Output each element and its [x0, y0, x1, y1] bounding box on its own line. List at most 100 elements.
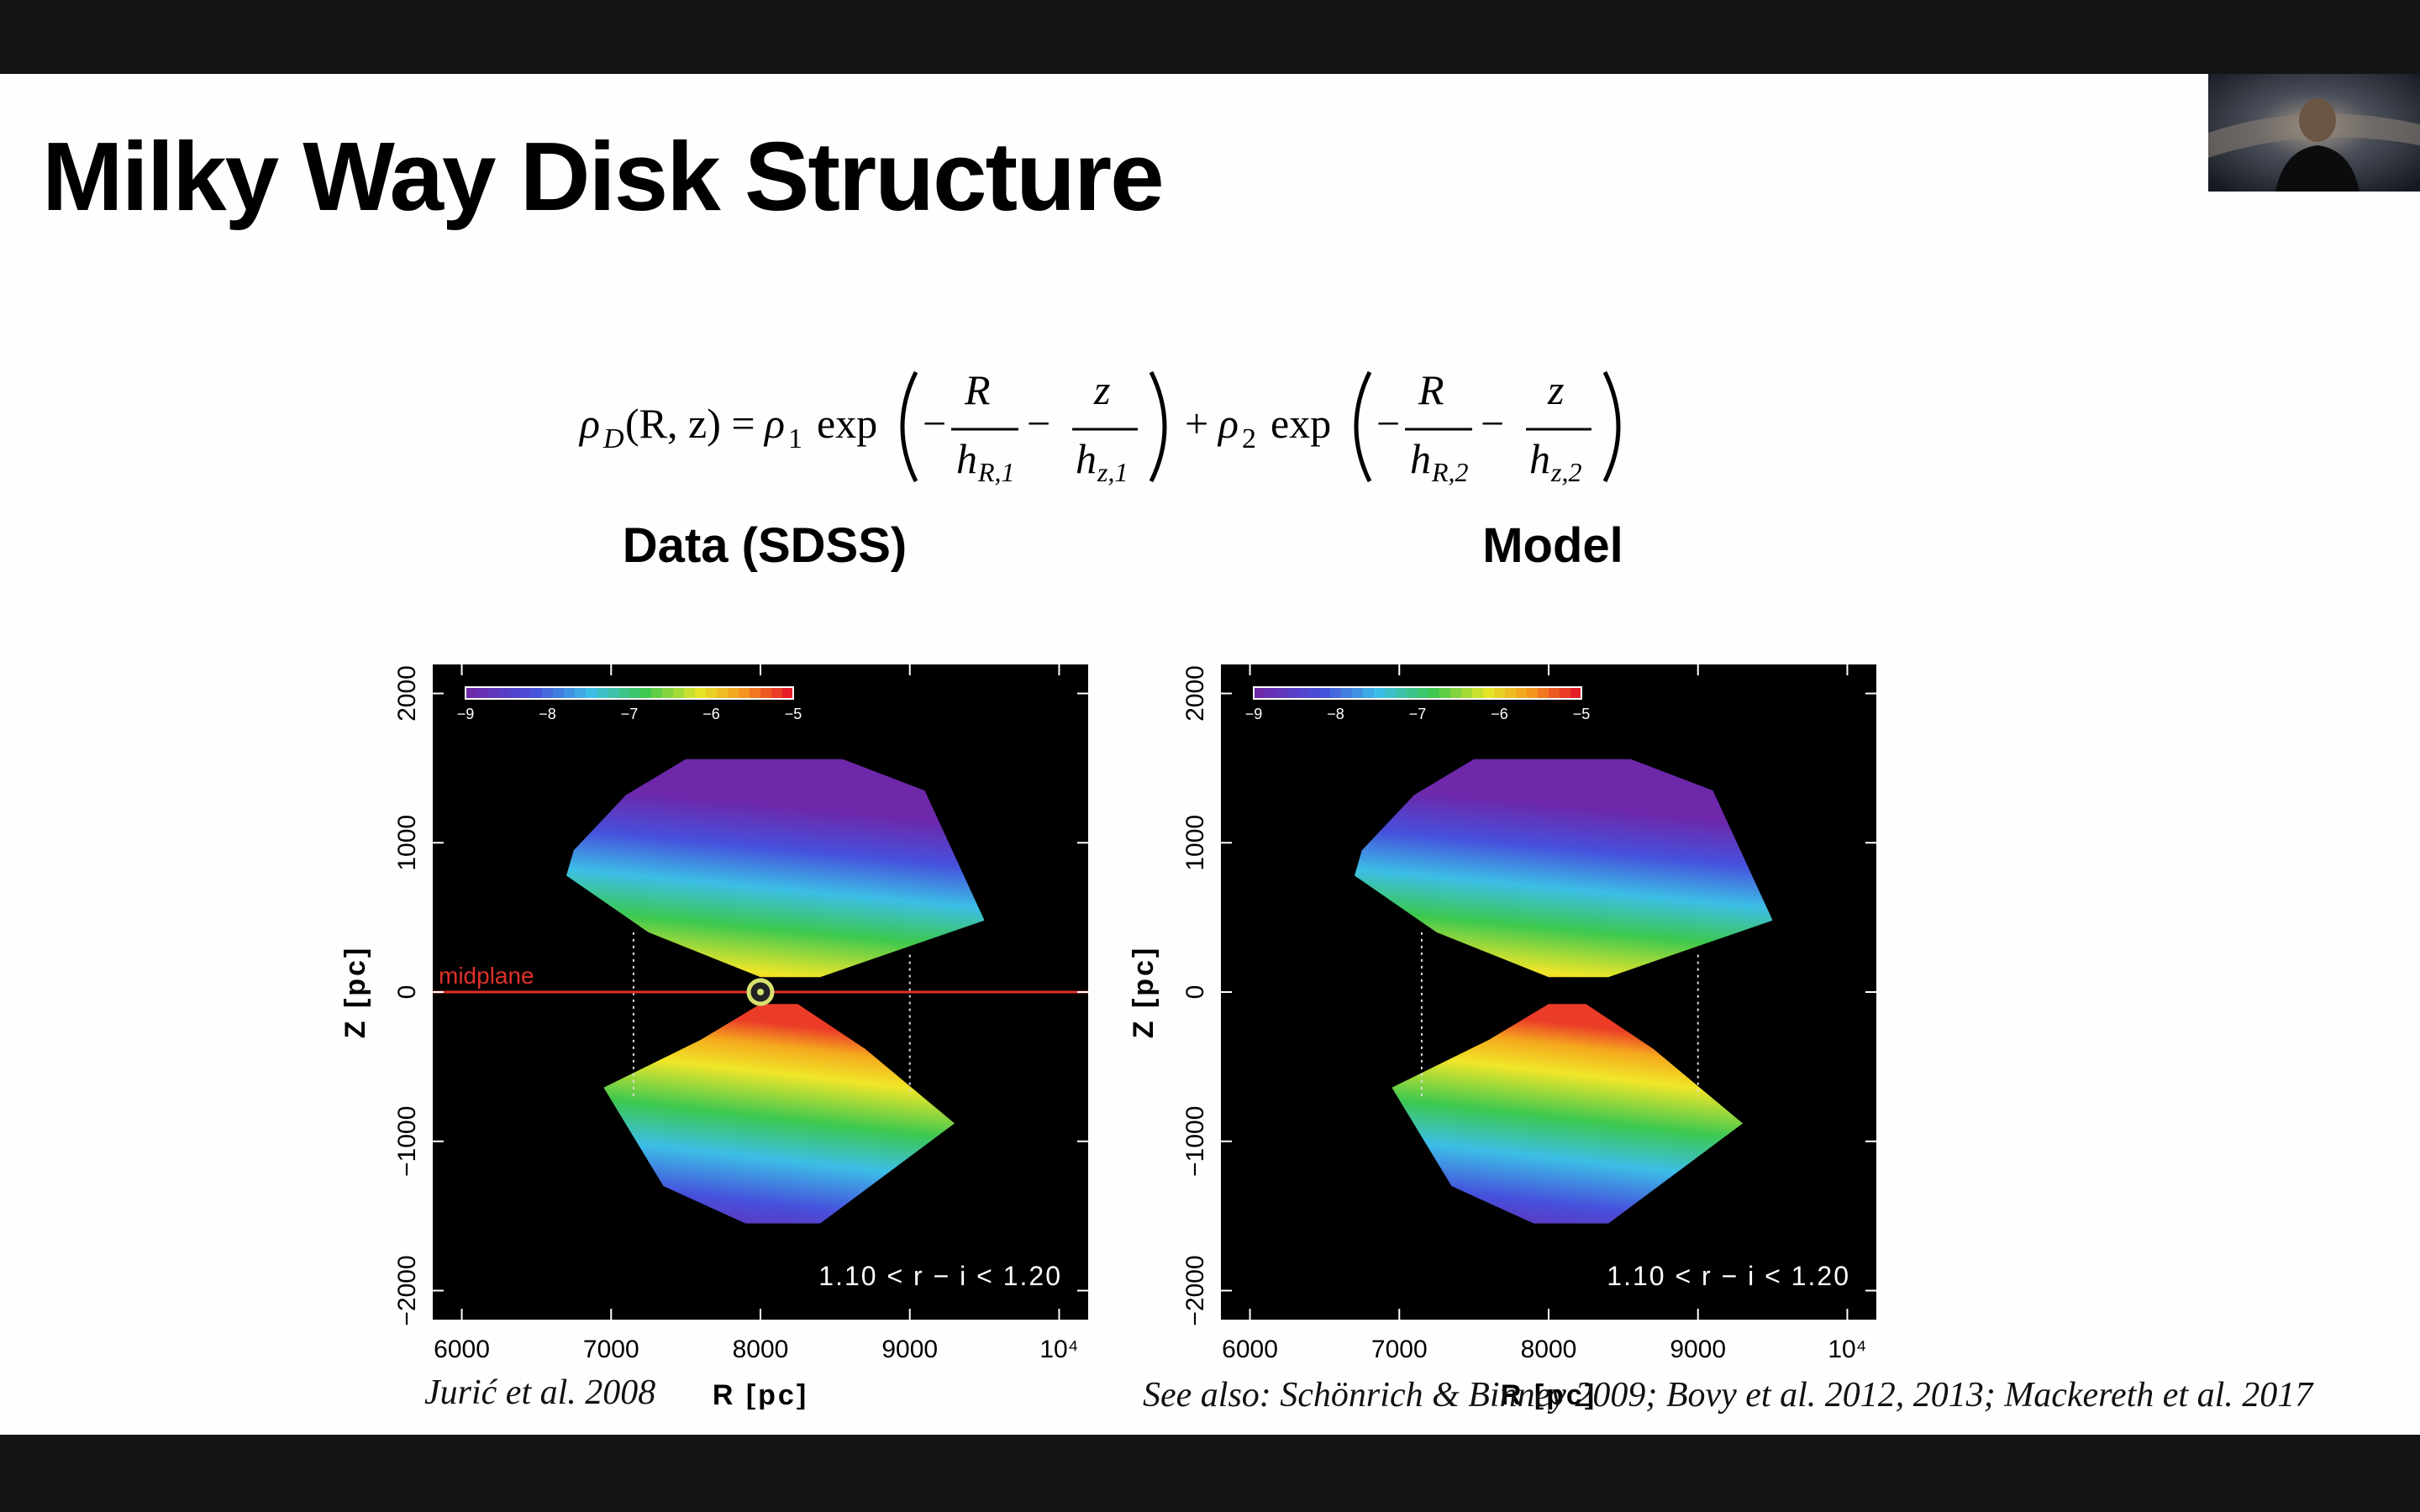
colorbar-cell	[1407, 687, 1418, 699]
eq-den-h1-sub: R,1	[977, 457, 1015, 487]
colorbar-cell	[542, 687, 554, 699]
colorbar-tick-label: −7	[1409, 706, 1427, 722]
colorbar-cell	[662, 687, 674, 699]
x-tick-label: 6000	[434, 1336, 490, 1363]
colorbar-cell	[1385, 687, 1397, 699]
colorbar-frame	[465, 686, 794, 700]
eq-exp-1: exp	[817, 400, 877, 447]
colorbar-cell	[771, 687, 783, 699]
colorbar-cell	[739, 687, 750, 699]
colorbar-cell	[1254, 687, 1265, 699]
colorbar-cell	[1265, 687, 1276, 699]
x-tick-label: 9000	[1670, 1336, 1726, 1363]
citation-left: Jurić et al. 2008	[424, 1373, 656, 1412]
colorbar-cell	[1472, 687, 1484, 699]
midplane-label: midplane	[439, 963, 534, 989]
colorbar-cell	[564, 687, 576, 699]
colorbar-tick-label: −6	[1491, 706, 1508, 722]
y-tick-label: −1000	[393, 1106, 421, 1177]
y-tick-label: 1000	[393, 815, 421, 871]
colorbar-cell	[597, 687, 608, 699]
x-tick-label: 10⁴	[1828, 1336, 1866, 1363]
eq-den-hz2: h	[1529, 435, 1550, 482]
density-equation: ρ D (R, z) = ρ 1 exp − R h R,1 − z h z,1…	[578, 366, 1621, 487]
colorbar-cell	[1538, 687, 1549, 699]
colorbar-cell	[1450, 687, 1462, 699]
colorbar-cell	[640, 687, 652, 699]
eq-lhs-args: (R, z) =	[625, 400, 755, 447]
colorbar-tick-label: −5	[785, 706, 802, 722]
colorbar-cell	[575, 687, 587, 699]
colorbar-cell	[1330, 687, 1342, 699]
colorbar-tick-label: −5	[1573, 706, 1591, 722]
eq-paren-close-1	[1149, 370, 1167, 483]
lower-density-lobe	[1392, 1004, 1743, 1224]
upper-density-lobe	[1355, 759, 1773, 978]
eq-lhs-sub: D	[602, 423, 624, 454]
presentation-slide: Milky Way Disk Structure ρ D (R, z) = ρ …	[0, 74, 2420, 1435]
colorbar-cell	[1570, 687, 1582, 699]
eq-den-hz2-sub: z,2	[1550, 457, 1581, 487]
colorbar-cell	[1319, 687, 1331, 699]
x-tick-label: 8000	[1521, 1336, 1577, 1363]
colorbar-cell	[1527, 687, 1539, 699]
eq-den-hR2: h	[1410, 435, 1431, 482]
eq-rho1: ρ	[763, 400, 785, 447]
colorbar-cell	[1374, 687, 1386, 699]
x-tick-label: 7000	[1371, 1336, 1428, 1363]
colorbar-cell	[1428, 687, 1440, 699]
citation-right: See also: Schönrich & Binney 2009; Bovy …	[1143, 1376, 2313, 1415]
bottom-bar	[0, 1435, 2420, 1512]
y-axis-label: Z [pc]	[1128, 946, 1160, 1039]
chart-data-sdss: −9 −8 −7 −6 −5 midplane 1.10 < r − i < 1.20 600…	[339, 663, 1090, 1410]
y-tick-label: 0	[1181, 985, 1209, 1000]
colorbar-cell	[750, 687, 761, 699]
eq-paren-open-2	[1354, 370, 1372, 483]
top-bar	[0, 0, 2420, 74]
eq-minus-2: −	[1027, 400, 1050, 447]
colorbar-cell	[1516, 687, 1528, 699]
lower-density-lobe	[603, 1004, 955, 1224]
panel-title-data: Data (SDSS)	[622, 518, 908, 573]
x-tick-label: 9000	[881, 1336, 938, 1363]
colorbar-cell	[509, 687, 521, 699]
colorbar-cell	[1494, 687, 1506, 699]
colorbar-cell	[782, 687, 794, 699]
colorbar-cell	[673, 687, 685, 699]
sun-marker-dot	[757, 989, 764, 995]
colorbar-cell	[1363, 687, 1375, 699]
colorbar-cell	[1396, 687, 1407, 699]
colorbar-tick-label: −8	[1327, 706, 1344, 722]
colorbar-cell	[476, 687, 488, 699]
eq-den-hz1: h	[1076, 435, 1097, 482]
eq-den-h1: h	[956, 435, 977, 482]
y-tick-label: 0	[393, 985, 421, 1000]
colorbar-cell	[1461, 687, 1473, 699]
colorbar-cell	[553, 687, 565, 699]
colorbar-cell	[1352, 687, 1364, 699]
eq-rho1-sub: 1	[788, 423, 802, 454]
colorbar-cell	[608, 687, 619, 699]
colorbar-cell	[1341, 687, 1353, 699]
eq-num-R2: R	[1418, 366, 1444, 413]
colorbar-cell	[586, 687, 597, 699]
colorbar-cell	[1286, 687, 1298, 699]
eq-exp-2: exp	[1270, 400, 1331, 447]
x-tick-label: 6000	[1222, 1336, 1278, 1363]
colorbar-cell	[684, 687, 696, 699]
colorbar-cell	[1505, 687, 1517, 699]
colorbar-cell	[651, 687, 663, 699]
eq-rho2: ρ	[1217, 400, 1239, 447]
webcam-video[interactable]	[2208, 74, 2420, 192]
eq-minus-1: −	[923, 400, 946, 447]
slide-title: Milky Way Disk Structure	[42, 122, 1165, 231]
eq-lhs: ρ	[578, 400, 600, 447]
upper-density-lobe	[566, 759, 985, 978]
colorbar-cell	[498, 687, 510, 699]
colorbar-cell	[531, 687, 543, 699]
x-axis-label: R [pc]	[1501, 1379, 1597, 1410]
x-tick-label: 7000	[583, 1336, 639, 1363]
colorbar-cell	[1549, 687, 1560, 699]
y-axis-label: Z [pc]	[339, 946, 371, 1039]
y-tick-label: 1000	[1181, 815, 1209, 871]
